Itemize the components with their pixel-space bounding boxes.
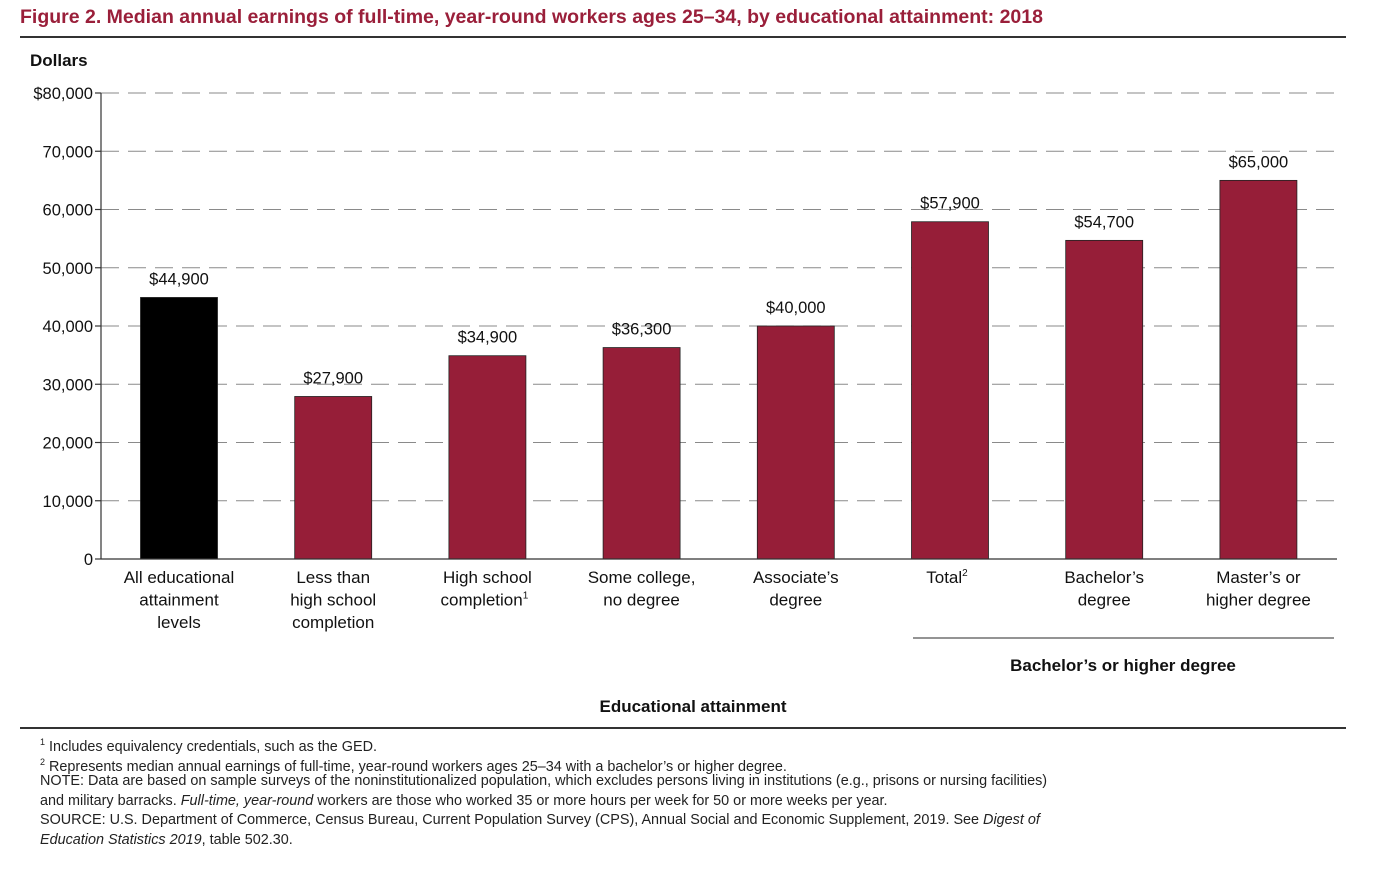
figure-title: Figure 2. Median annual earnings of full…: [20, 6, 1043, 28]
y-axis-ticks: 0 10,000 20,000 30,000 40,000 50,000 60,000 70,…: [33, 85, 101, 569]
x-tick-label: High school: [443, 568, 532, 587]
y-tick-label: 50,000: [43, 260, 93, 278]
title-rule: [20, 36, 1346, 38]
footnote-1: 1 Includes equivalency credentials, such…: [40, 737, 377, 755]
bar-value-label: $40,000: [766, 299, 826, 317]
x-tick-label: completion1: [441, 591, 529, 610]
x-tick-label: Some college,: [588, 568, 696, 587]
x-tick-label: Associate’s: [753, 568, 839, 587]
footnote-rule: [20, 727, 1346, 729]
x-tick-label: Master’s or: [1216, 568, 1301, 587]
x-tick-label: higher degree: [1206, 591, 1311, 610]
value-labels: $44,900 $27,900 $34,900 $36,300 $40,000 $57,9…: [149, 153, 1288, 387]
gridlines: [101, 92, 1337, 502]
note-line-2: and military barracks. Full-time, year-r…: [40, 792, 888, 809]
bar: [140, 297, 218, 560]
y-tick-label: 70,000: [43, 143, 93, 161]
bar: [756, 325, 835, 560]
x-axis-labels: All educational attainment levels Less than…: [124, 568, 1311, 632]
x-tick-label: Bachelor’s: [1064, 568, 1144, 587]
bar-value-label: $34,900: [458, 329, 518, 347]
y-tick-label: 40,000: [43, 318, 93, 336]
bar-value-label: $36,300: [612, 321, 672, 339]
y-tick-label: 10,000: [43, 493, 93, 511]
bar-value-label: $57,900: [920, 195, 980, 213]
bars: [140, 179, 1298, 560]
x-tick-label: Total2: [926, 568, 968, 587]
x-tick-label: levels: [157, 613, 200, 632]
bar-value-label: $65,000: [1229, 153, 1289, 171]
y-axis-title: Dollars: [30, 51, 88, 70]
bar-value-label: $27,900: [303, 369, 363, 387]
bar: [1065, 239, 1144, 560]
x-tick-label: no degree: [603, 591, 680, 610]
bar-value-label: $44,900: [149, 270, 209, 288]
x-tick-label: degree: [769, 591, 822, 610]
y-tick-label: 60,000: [43, 202, 93, 220]
x-tick-label: Less than: [296, 568, 370, 587]
x-tick-label: degree: [1078, 591, 1131, 610]
y-tick-label: $80,000: [33, 85, 93, 103]
y-tick-label: 30,000: [43, 376, 93, 394]
x-tick-label: All educational: [124, 568, 235, 587]
x-tick-label: high school: [290, 591, 376, 610]
note-line-1: NOTE: Data are based on sample surveys o…: [40, 773, 1048, 789]
bar: [448, 355, 527, 560]
bar-value-label: $54,700: [1074, 213, 1134, 231]
y-tick-label: 0: [84, 551, 93, 569]
source-line-2: Education Statistics 2019, table 502.30.: [40, 831, 293, 848]
y-tick-label: 20,000: [43, 435, 93, 453]
bar: [294, 396, 373, 560]
bar: [1219, 179, 1298, 560]
bar: [911, 221, 989, 560]
x-axis-title: Educational attainment: [599, 697, 786, 716]
source-line-1: SOURCE: U.S. Department of Commerce, Cen…: [40, 812, 1040, 828]
group-label: Bachelor’s or higher degree: [1010, 656, 1236, 675]
x-tick-label: attainment: [139, 591, 219, 610]
x-tick-label: completion: [292, 613, 374, 632]
bar: [602, 347, 681, 560]
bar-chart: Dollars 0 10,000 20,000 30,000 40,000 50,000 6…: [30, 51, 1337, 716]
footnote-2: 2 Represents median annual earnings of f…: [40, 756, 787, 775]
